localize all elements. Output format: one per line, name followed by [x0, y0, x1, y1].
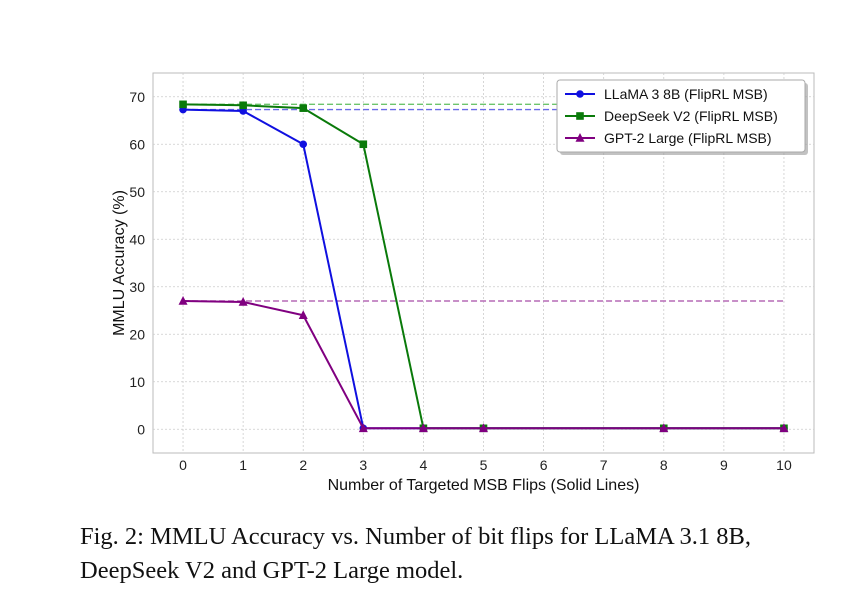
- data-point: [299, 104, 308, 112]
- x-tick-label: 8: [660, 457, 668, 473]
- data-point: [779, 423, 789, 433]
- series: [178, 100, 789, 433]
- figure-caption: Fig. 2: MMLU Accuracy vs. Number of bit …: [80, 523, 751, 584]
- series-group: [178, 296, 789, 433]
- x-tick-label: 9: [720, 457, 728, 473]
- legend: LLaMA 3 8B (FlipRL MSB) DeepSeek V2 (Flip…: [556, 79, 808, 155]
- legend-label: DeepSeek V2 (FlipRL MSB): [604, 108, 778, 124]
- y-tick-label: 40: [129, 231, 145, 247]
- y-tick-label: 60: [129, 136, 145, 152]
- data-point: [576, 112, 584, 120]
- data-point: [238, 296, 248, 306]
- data-point: [299, 140, 308, 149]
- line-chart: 0 1 2 3 4 5 6 7 8 9 10 0 10 20 30 40 50 60 70 Number of Ta…: [111, 72, 815, 494]
- legend-label: LLaMA 3 8B (FlipRL MSB): [604, 86, 768, 102]
- data-point: [298, 310, 308, 320]
- y-tick-label: 30: [129, 279, 145, 295]
- y-tick-label: 0: [137, 421, 145, 437]
- y-tick-label: 20: [129, 326, 145, 342]
- data-point: [178, 296, 188, 305]
- data-point: [575, 133, 585, 142]
- y-tick-label: 10: [129, 374, 145, 390]
- legend-entry: DeepSeek V2 (FlipRL MSB): [565, 108, 778, 124]
- y-tick-label: 70: [129, 89, 145, 105]
- data-point: [239, 101, 247, 110]
- legend-box: [556, 79, 806, 153]
- grid: [153, 73, 814, 453]
- x-tick-label: 7: [600, 457, 608, 473]
- x-tick-label: 4: [420, 457, 428, 473]
- ticks: 0 1 2 3 4 5 6 7 8 9 10 0 10 20 30 40 50 60 70: [129, 89, 792, 473]
- y-axis-label: MMLU Accuracy (%): [111, 190, 128, 336]
- data-point: [576, 90, 584, 98]
- x-tick-label: 0: [179, 457, 187, 473]
- data-point: [179, 100, 187, 109]
- legend-entry: LLaMA 3 8B (FlipRL MSB): [565, 86, 768, 102]
- series-line: [183, 300, 784, 430]
- data-point: [479, 423, 488, 433]
- x-tick-label: 6: [540, 457, 548, 473]
- x-axis-label: Number of Targeted MSB Flips (Solid Line…: [328, 477, 640, 494]
- x-tick-label: 5: [480, 457, 488, 473]
- data-point: [659, 423, 669, 433]
- x-tick-label: 1: [239, 457, 247, 473]
- legend-entry: GPT-2 Large (FlipRL MSB): [565, 130, 772, 146]
- x-tick-label: 10: [776, 457, 792, 473]
- data-point: [358, 423, 368, 433]
- data-point: [359, 140, 368, 149]
- data-point: [418, 423, 428, 433]
- legend-label: GPT-2 Large (FlipRL MSB): [604, 130, 772, 146]
- x-tick-label: 2: [299, 457, 307, 473]
- x-tick-label: 3: [359, 457, 367, 473]
- y-tick-label: 50: [129, 184, 145, 200]
